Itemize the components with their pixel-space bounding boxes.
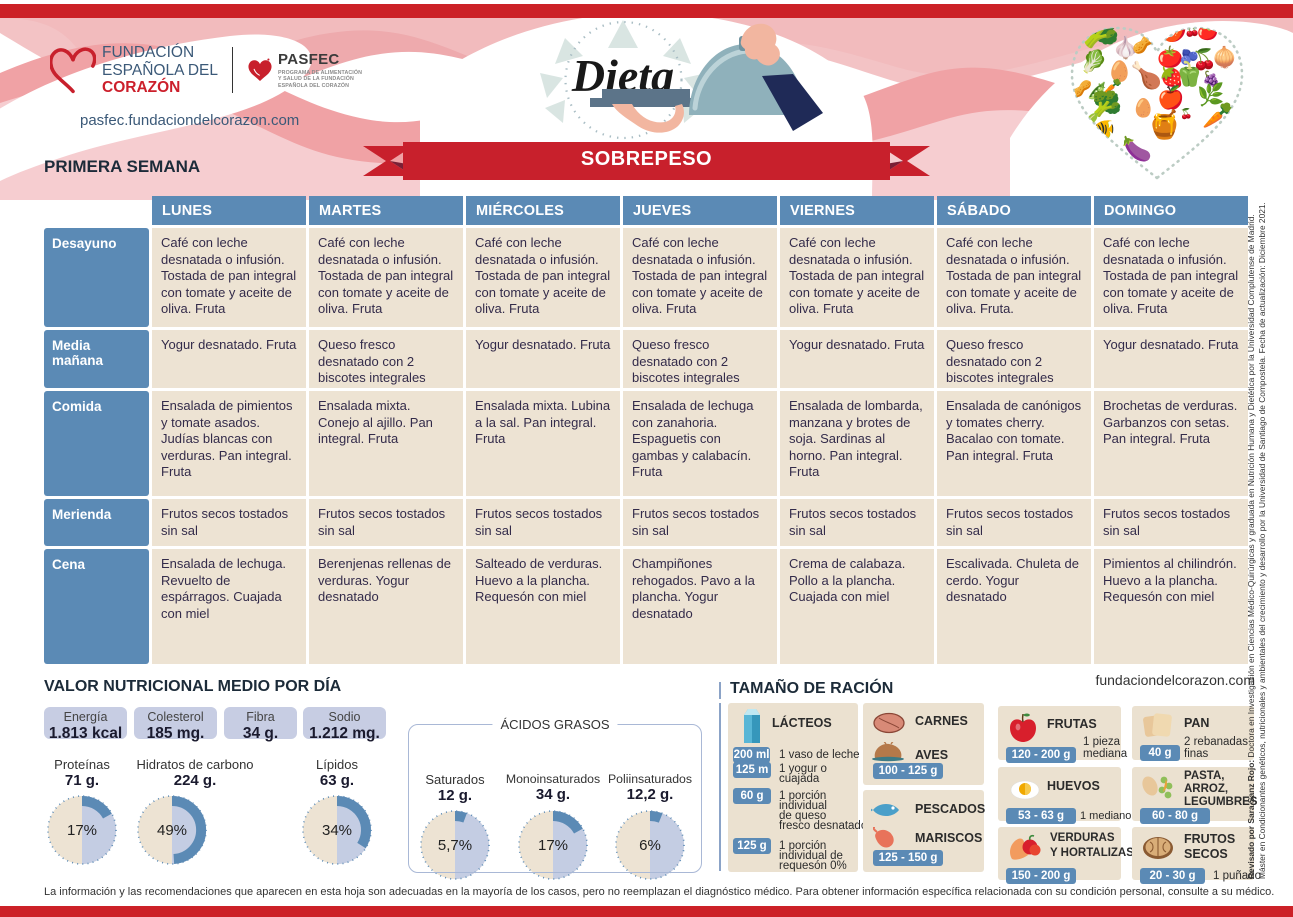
svg-text:49%: 49%: [157, 822, 187, 839]
svg-text:17%: 17%: [67, 822, 97, 839]
svg-text:34%: 34%: [322, 822, 352, 839]
